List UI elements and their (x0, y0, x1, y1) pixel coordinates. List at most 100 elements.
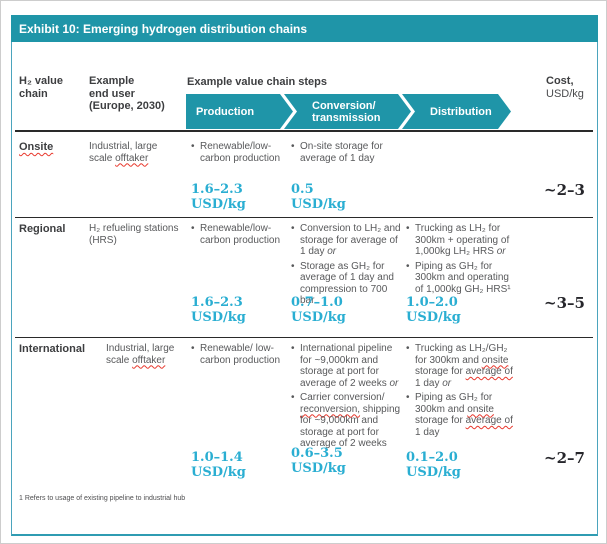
chevron-label: Production (196, 105, 255, 118)
header-line: chain (19, 87, 48, 100)
value-unit: USD/kg (291, 196, 346, 212)
bullet-text: Renewable/low-carbon production (200, 223, 287, 246)
text-segment: Piping as GH₂ for 300km and (415, 392, 493, 415)
text-segment: or (496, 246, 506, 257)
bullet-text: Piping as GH₂ for 300km and operating of… (415, 261, 519, 296)
value-unit: USD/kg (191, 464, 246, 480)
chevron-distribution: Distribution (402, 94, 511, 129)
value-range: 1.0–1.4 (191, 450, 243, 465)
cell-production-international: • Renewable/ low-carbon production (191, 343, 287, 369)
table-frame (11, 42, 598, 536)
row-separator-line (15, 217, 593, 218)
bullet-icon: • (191, 141, 195, 152)
text-segment: Onsite (19, 141, 54, 153)
cell-end-user-regional: H₂ refueling stations (HRS) (89, 223, 179, 246)
value-production-onsite: 1.6–2.3 USD/kg (191, 182, 246, 212)
bullet-icon: • (291, 343, 295, 354)
text-segment: Storage as GH₂ for average of 1 day and … (300, 260, 394, 307)
text-segment: offtaker (132, 354, 166, 366)
bullet-text: Storage as GH₂ for average of 1 day and … (300, 261, 401, 307)
chevron-label: Distribution (430, 105, 492, 118)
header-line: USD/kg (546, 87, 584, 100)
bullet-item: • Piping as GH₂ for 300km and operating … (406, 261, 519, 296)
cost-international: ~2–7 (544, 449, 585, 467)
column-header-h2-value-chain: H₂ value chain (19, 75, 89, 100)
header-line: (Europe, 2030) (89, 100, 165, 112)
bullet-icon: • (406, 260, 410, 272)
value-conversion-international: 0.6–3.5 USD/kg (291, 446, 346, 476)
text-segment: or (442, 377, 452, 389)
bullet-icon: • (291, 392, 295, 403)
text-segment: offtaker (115, 152, 149, 164)
text-segment: shipping for ~9,000km and storage at por… (300, 403, 401, 450)
bullet-icon: • (291, 141, 295, 152)
value-unit: USD/kg (406, 464, 461, 480)
text-segment: Conversion to LH₂ and storage for averag… (300, 223, 401, 257)
cost-regional: ~3–5 (544, 294, 585, 312)
bullet-item: • Carrier conversion/ reconversion, ship… (291, 392, 401, 450)
text-segment: or (327, 246, 337, 257)
row-separator-line (15, 337, 593, 338)
exhibit-title-bar: Exhibit 10: Emerging hydrogen distributi… (11, 15, 598, 42)
bullet-item: • Conversion to LH₂ and storage for aver… (291, 223, 401, 258)
value-production-international: 1.0–1.4 USD/kg (191, 450, 246, 480)
value-range: 0.5 (291, 182, 314, 197)
text-segment: reconversion, (300, 403, 361, 415)
text-segment: onsite (481, 354, 509, 366)
bullet-text: Carrier conversion/ reconversion, shippi… (300, 392, 401, 450)
text-segment: Regional (19, 223, 66, 235)
cell-production-onsite: • Renewable/low-carbon production (191, 141, 287, 167)
bullet-text: Renewable/ low-carbon production (200, 343, 287, 366)
cell-production-regional: • Renewable/low-carbon production (191, 223, 287, 249)
header-line: Cost, (546, 75, 574, 87)
value-unit: USD/kg (191, 309, 246, 325)
bullet-item: • Renewable/low-carbon production (191, 223, 287, 246)
text-segment: On-site storage for average of 1 day (300, 141, 383, 164)
text-segment: Trucking as LH₂/GH₂ for 300km and (415, 343, 508, 366)
bullet-text: International pipeline for ~9,000km and … (300, 343, 401, 389)
text-segment: Piping as GH₂ for 300km and operating of… (415, 260, 511, 295)
text-segment: 1 day (415, 377, 443, 389)
bullet-text: Trucking as LH₂ for 300km + operating of… (415, 223, 519, 258)
text-segment: Industrial, large scale (89, 141, 158, 164)
bullet-icon: • (406, 223, 410, 234)
chevron-conversion-transmission: Conversion/ transmission (284, 94, 411, 129)
header-line: H₂ value (19, 75, 64, 87)
column-header-example-end-user: Example end user (Europe, 2030) (89, 75, 184, 113)
value-unit: USD/kg (291, 460, 346, 476)
text-segment: Renewable/ low-carbon production (200, 343, 281, 366)
column-header-value-chain-steps: Example value chain steps (187, 76, 417, 89)
bullet-item: • Trucking as LH₂/GH₂ for 300km and onsi… (406, 343, 519, 389)
cell-conversion-onsite: • On-site storage for average of 1 day (291, 141, 401, 167)
chevron-label: Conversion/ (312, 99, 376, 112)
value-distribution-international: 0.1–2.0 USD/kg (406, 450, 461, 480)
row-label-international: International (19, 343, 85, 355)
text-segment: International pipeline for ~9,000km and … (300, 343, 393, 389)
bullet-icon: • (191, 343, 195, 354)
text-segment: Carrier conversion/ (300, 392, 385, 403)
bullet-item: • On-site storage for average of 1 day (291, 141, 401, 164)
value-range: 1.0–2.0 (406, 295, 458, 310)
cell-conversion-international: • International pipeline for ~9,000km an… (291, 343, 401, 453)
cell-distribution-international: • Trucking as LH₂/GH₂ for 300km and onsi… (406, 343, 519, 441)
text-segment: or (389, 377, 399, 389)
row-label-onsite: Onsite (19, 141, 53, 153)
bullet-text: Conversion to LH₂ and storage for averag… (300, 223, 401, 258)
row-label-regional: Regional (19, 223, 65, 235)
value-conversion-regional: 0.7–1.0 USD/kg (291, 295, 346, 325)
bullet-text: On-site storage for average of 1 day (300, 141, 401, 164)
cell-end-user-international: Industrial, large scale offtaker (106, 343, 182, 366)
value-range: 1.6–2.3 (191, 182, 243, 197)
bullet-icon: • (406, 343, 410, 354)
chevron-label: transmission (312, 111, 381, 124)
text-segment: H₂ refueling stations (HRS) (89, 223, 179, 246)
chevron-production: Production (186, 94, 293, 129)
bullet-text: Piping as GH₂ for 300km and onsite stora… (415, 392, 519, 438)
bullet-item: • International pipeline for ~9,000km an… (291, 343, 401, 389)
text-segment: onsite (467, 403, 494, 415)
text-segment: average of (465, 366, 513, 377)
cell-conversion-regional: • Conversion to LH₂ and storage for aver… (291, 223, 401, 310)
bullet-item: • Trucking as LH₂ for 300km + operating … (406, 223, 519, 258)
column-header-cost: Cost, USD/kg (546, 75, 601, 100)
